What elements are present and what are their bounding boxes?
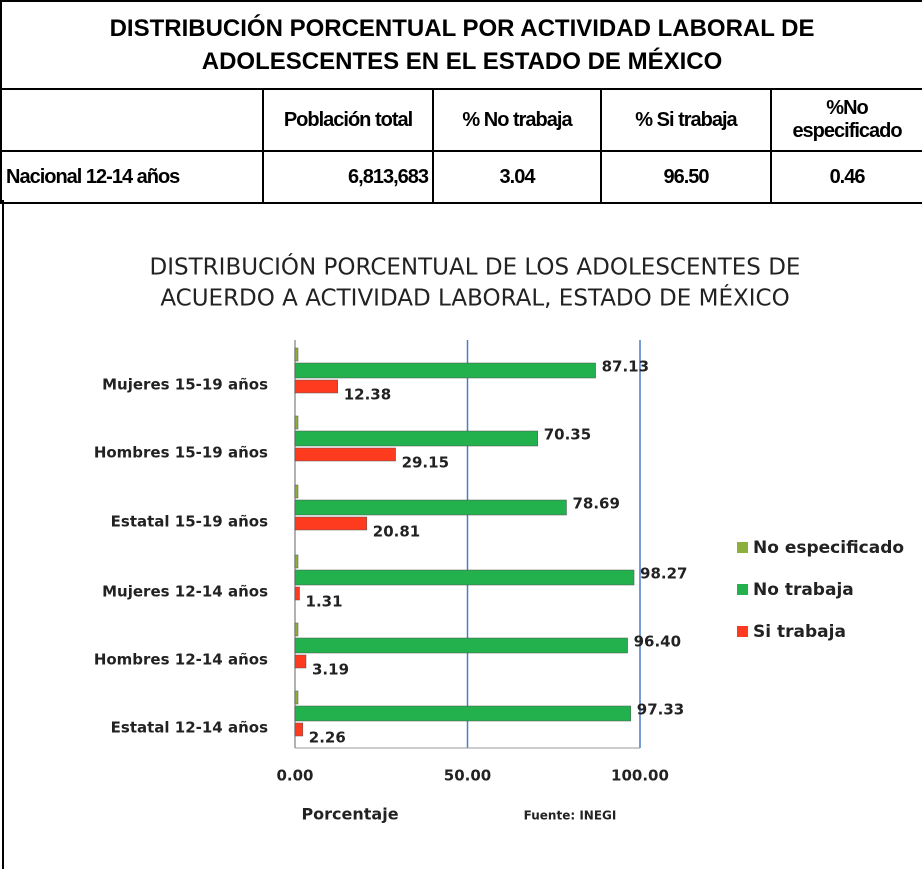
y-tick-label: Estatal 15-19 años — [111, 513, 268, 531]
data-label: 70.35 — [544, 426, 591, 444]
bar — [294, 705, 632, 722]
title-line: ADOLESCENTES EN EL ESTADO DE MÉXICO — [201, 48, 723, 75]
legend-label: No trabaja — [753, 580, 854, 600]
x-tick-label: 50.00 — [444, 767, 491, 785]
data-label: 20.81 — [373, 523, 420, 541]
chart-title: ACUERDO A ACTIVIDAD LABORAL, ESTADO DE M… — [160, 284, 789, 312]
bar — [294, 586, 300, 601]
data-label: 78.69 — [572, 495, 619, 513]
bar — [294, 622, 299, 637]
header-cell: Población total — [262, 88, 434, 152]
data-label: 97.33 — [637, 701, 684, 719]
bar — [294, 516, 368, 531]
bar — [294, 430, 538, 447]
table: DISTRIBUCIÓN PORCENTUAL POR ACTIVIDAD LA… — [0, 0, 922, 204]
row-label: Nacional 12-14 años — [0, 150, 264, 204]
data-label: 29.15 — [402, 454, 449, 472]
x-tick-label: 0.00 — [276, 767, 313, 785]
plot: DISTRIBUCIÓN PORCENTUAL DE LOS ADOLESCEN… — [94, 253, 904, 824]
bar — [294, 362, 596, 379]
header-cell — [0, 88, 264, 152]
y-tick-label: Mujeres 12-14 años — [102, 583, 268, 601]
bar — [294, 569, 635, 586]
data-label: 98.27 — [640, 565, 687, 583]
y-tick-label: Mujeres 15-19 años — [102, 376, 268, 394]
table-title: DISTRIBUCIÓN PORCENTUAL POR ACTIVIDAD LA… — [0, 0, 922, 90]
bar — [294, 484, 299, 499]
chart-title: DISTRIBUCIÓN PORCENTUAL DE LOS ADOLESCEN… — [150, 253, 801, 281]
y-tick-label: Hombres 12-14 años — [94, 651, 268, 669]
x-axis-title: Porcentaje — [301, 805, 398, 824]
bar — [294, 415, 299, 430]
bar — [294, 722, 304, 737]
bar — [294, 499, 567, 516]
x-tick-label: 100.00 — [611, 767, 669, 785]
y-tick-label: Hombres 15-19 años — [94, 444, 268, 462]
cell: 0.46 — [769, 150, 922, 204]
header-cell: % Si trabaja — [600, 88, 772, 152]
legend-swatch — [737, 542, 748, 553]
legend-label: Si trabaja — [753, 622, 846, 642]
bar — [294, 690, 299, 705]
bar — [294, 654, 307, 669]
data-label: 12.38 — [344, 386, 391, 404]
data-label: 87.13 — [602, 358, 649, 376]
data-label: 2.26 — [309, 729, 346, 747]
cell: 96.50 — [600, 150, 772, 204]
header-cell: %No especificado — [769, 88, 922, 152]
data-label: 1.31 — [306, 593, 343, 611]
cell: 6,813,683 — [262, 150, 434, 204]
y-tick-label: Estatal 12-14 años — [111, 719, 268, 737]
legend-swatch — [737, 584, 748, 595]
header-cell: % No trabaja — [432, 88, 602, 152]
title-line: DISTRIBUCIÓN PORCENTUAL POR ACTIVIDAD LA… — [109, 15, 815, 42]
bar — [294, 554, 299, 569]
source: Fuente: INEGI — [524, 809, 617, 823]
bar — [294, 447, 396, 462]
legend-label: No especificado — [753, 538, 904, 558]
bar — [294, 637, 628, 654]
data-label: 3.19 — [312, 661, 349, 679]
cell: 3.04 — [432, 150, 602, 204]
bar — [294, 379, 338, 394]
bar — [294, 347, 299, 362]
data-label: 96.40 — [634, 633, 681, 651]
legend-swatch — [737, 626, 748, 637]
